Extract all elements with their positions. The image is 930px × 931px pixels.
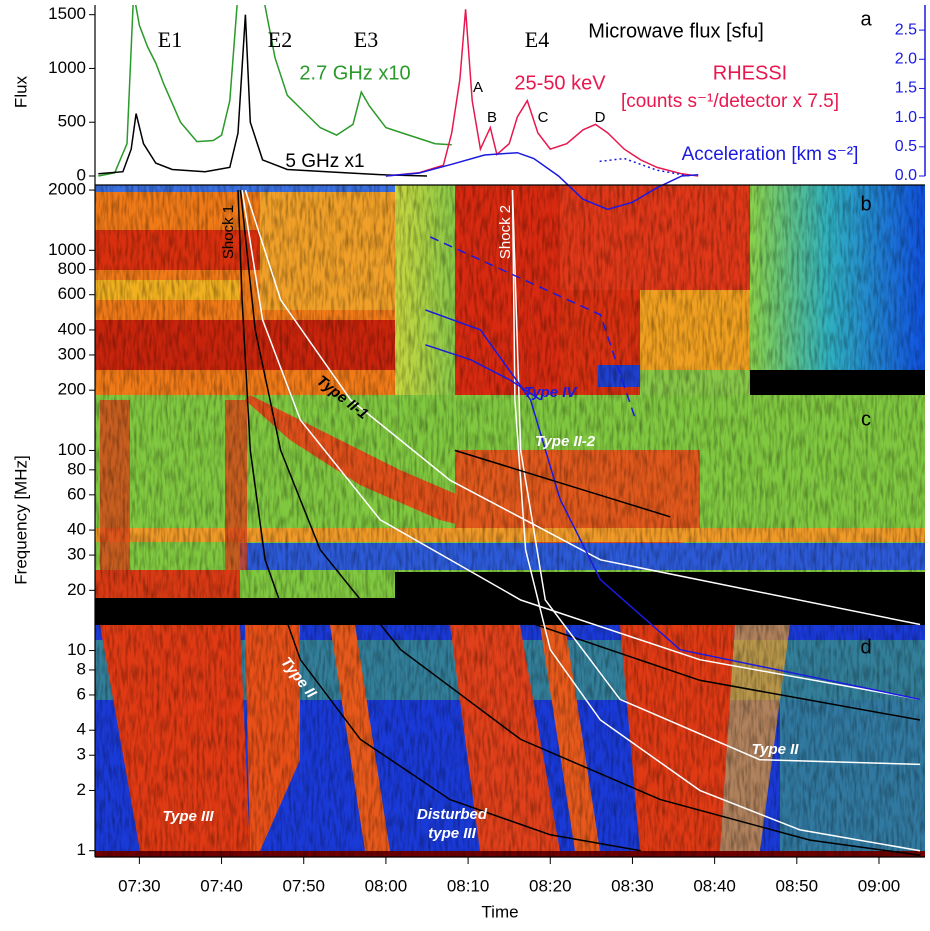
labels: Flux Frequency [MHz] Time E1 E2 E3 E4 Mi… — [11, 8, 872, 921]
y-tick-label: 300 — [58, 344, 86, 363]
x-tick-label: 09:00 — [858, 876, 901, 895]
series-line — [599, 157, 691, 177]
series-line — [511, 190, 921, 852]
series-line — [454, 449, 671, 518]
y-tick-label: 10 — [67, 640, 86, 659]
annotation: D — [595, 109, 606, 126]
y-tick-label: 100 — [58, 440, 86, 459]
annotation: Type III — [162, 808, 214, 825]
series-line — [385, 9, 699, 177]
y-tick-label: 2000 — [48, 180, 86, 199]
y-tick-label: 600 — [58, 284, 86, 303]
y-tick-label: 30 — [67, 545, 86, 564]
panel-letter: b — [860, 193, 871, 215]
y-tick-label: 4 — [77, 720, 86, 739]
y-tick-label: 1000 — [48, 240, 86, 259]
annotation: Type IV — [524, 384, 579, 401]
series-line — [425, 309, 921, 701]
annotation: Shock 1 — [220, 205, 237, 259]
y2-tick-label: 2.0 — [895, 50, 917, 67]
y-tick-label: 80 — [67, 459, 86, 478]
y-tick-label: 1500 — [48, 4, 86, 23]
x-tick-label: 08:50 — [776, 876, 819, 895]
series-line — [239, 190, 921, 856]
series-line — [98, 14, 428, 177]
y-tick-label: 400 — [58, 319, 86, 338]
y-tick-label: 40 — [67, 520, 86, 539]
series-line — [241, 189, 921, 701]
annotation: type III — [428, 825, 476, 842]
y2-tick-label: 1.0 — [895, 109, 917, 126]
y-tick-label: 200 — [58, 380, 86, 399]
annotation: Shock 2 — [497, 205, 514, 259]
y-tick-label: 2 — [77, 780, 86, 799]
y2-tick-label: 0.0 — [895, 167, 917, 184]
series-line — [429, 236, 637, 421]
y2-tick-label: 1.5 — [895, 80, 917, 97]
x-tick-label: 08:00 — [365, 876, 408, 895]
y-axis-label: Flux — [11, 75, 30, 108]
x-tick-label: 08:30 — [611, 876, 654, 895]
axes: 0 500 1000 1500 0.0 0.5 1.0 1.5 2.0 2.5 1 2 3 4 6 810 20… — [48, 4, 926, 895]
y-tick-label: 500 — [58, 112, 86, 131]
y-tick-label: 8 — [77, 659, 86, 678]
y-tick-label: 800 — [58, 259, 86, 278]
x-tick-label: 07:50 — [282, 876, 325, 895]
series-label: 25-50 keV — [514, 72, 606, 94]
series-group — [98, 5, 699, 211]
x-tick-label: 08:40 — [693, 876, 736, 895]
y-tick-label: 3 — [77, 745, 86, 764]
series-label: 5 GHz x1 — [285, 151, 364, 172]
x-tick-label: 08:20 — [529, 876, 572, 895]
annotation: B — [487, 109, 497, 126]
y-tick-label: 20 — [67, 580, 86, 599]
annotation: E2 — [268, 27, 292, 52]
x-tick-label: 08:10 — [447, 876, 490, 895]
y2-tick-label: 2.5 — [895, 21, 917, 38]
y-axis-label: Frequency [MHz] — [11, 455, 30, 584]
series-line — [425, 344, 541, 401]
annotation: E4 — [525, 27, 549, 52]
panel-letter: a — [860, 8, 872, 30]
annotation: E1 — [158, 27, 182, 52]
annotation: C — [538, 109, 549, 126]
series-line — [244, 189, 921, 626]
series-line — [98, 5, 452, 177]
annotation: A — [473, 79, 483, 96]
annotation: Disturbed — [417, 806, 488, 823]
curves — [98, 5, 921, 856]
annotation: Microwave flux [sfu] — [588, 20, 764, 42]
annotation: Type II-2 — [535, 433, 596, 450]
y-tick-label: 1000 — [48, 58, 86, 77]
x-tick-label: 07:40 — [200, 876, 243, 895]
series-line — [237, 190, 641, 852]
annotation: [counts s⁻¹/detector x 7.5] — [621, 91, 839, 112]
series-line — [520, 618, 921, 721]
panel-letter: c — [861, 408, 871, 430]
x-tick-label: 07:30 — [118, 876, 161, 895]
annotation: Type II — [752, 741, 800, 758]
y-tick-label: 6 — [77, 684, 86, 703]
y-tick-label: 0 — [77, 165, 86, 184]
y-tick-label: 1 — [77, 840, 86, 859]
series-line — [511, 190, 921, 766]
y-tick-label: 60 — [67, 484, 86, 503]
series-label: Acceleration [km s⁻²] — [682, 144, 859, 165]
series-line — [385, 151, 699, 211]
y2-tick-label: 0.5 — [895, 138, 917, 155]
series-label: 2.7 GHz x10 — [299, 62, 410, 84]
annotation: E3 — [354, 27, 378, 52]
x-axis-label: Time — [481, 902, 518, 921]
annotation: RHESSI — [713, 62, 787, 84]
dynamic-spectrum — [95, 185, 925, 857]
panel-letter: d — [860, 636, 871, 658]
series-group — [237, 189, 921, 856]
